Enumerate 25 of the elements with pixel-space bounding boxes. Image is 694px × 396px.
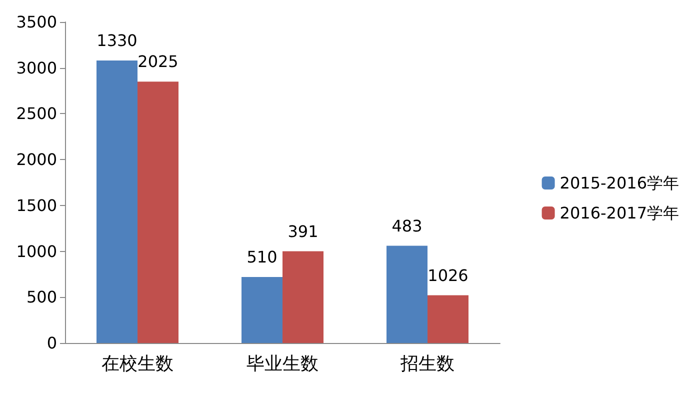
annotation: 2025 [138, 52, 178, 72]
y-tick-label: 2500 [16, 104, 57, 124]
annotation: 391 [288, 222, 318, 241]
y-tick-label: 500 [26, 288, 57, 307]
legend-label: 2016-2017学年 [560, 204, 680, 222]
y-tick-label: 3000 [16, 58, 57, 78]
y-tick-label: 3500 [16, 12, 57, 32]
annotation: 1330 [96, 31, 138, 50]
bar [282, 251, 324, 343]
bar [242, 276, 282, 343]
annotation: 510 [246, 247, 278, 266]
bar [138, 82, 178, 343]
annotation: 483 [392, 216, 422, 236]
y-tick-label: 1000 [16, 242, 57, 261]
legend-label: 2015-2016学年 [560, 174, 680, 192]
y-tick-label: 2000 [16, 150, 57, 170]
y-tick-label: 0 [46, 334, 57, 352]
bar [428, 295, 468, 343]
x-tick-label: 招生数 [400, 354, 454, 374]
bar [96, 60, 138, 343]
x-tick-label: 在校生数 [102, 354, 174, 374]
bar [386, 246, 428, 343]
annotation: 1026 [428, 266, 468, 285]
x-tick-label: 毕业生数 [246, 354, 318, 374]
y-tick-label: 1500 [16, 196, 57, 215]
